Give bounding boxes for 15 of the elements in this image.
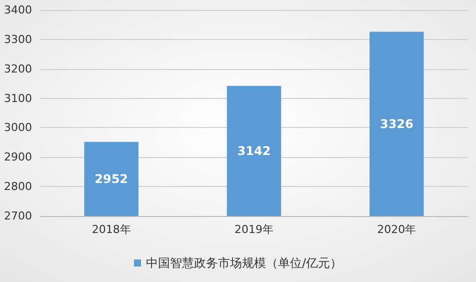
data-label: 3142 xyxy=(237,144,271,158)
legend-label: 中国智慧政务市场规模（单位/亿元） xyxy=(146,256,342,270)
x-tick-label: 2020年 xyxy=(377,223,416,236)
data-label: 3326 xyxy=(380,116,414,131)
y-tick-label: 3300 xyxy=(4,32,32,46)
y-tick-label: 3400 xyxy=(4,4,32,16)
y-tick-label: 3200 xyxy=(4,62,32,76)
data-label: 2952 xyxy=(94,172,128,186)
x-tick-label: 2019年 xyxy=(234,223,274,236)
y-tick-label: 3000 xyxy=(4,121,32,134)
y-tick-label: 3100 xyxy=(4,92,32,105)
y-tick-label: 2800 xyxy=(4,180,32,194)
y-tick-label: 2900 xyxy=(4,150,32,164)
y-tick-label: 2700 xyxy=(4,210,32,222)
x-tick-label: 2018年 xyxy=(92,223,131,236)
